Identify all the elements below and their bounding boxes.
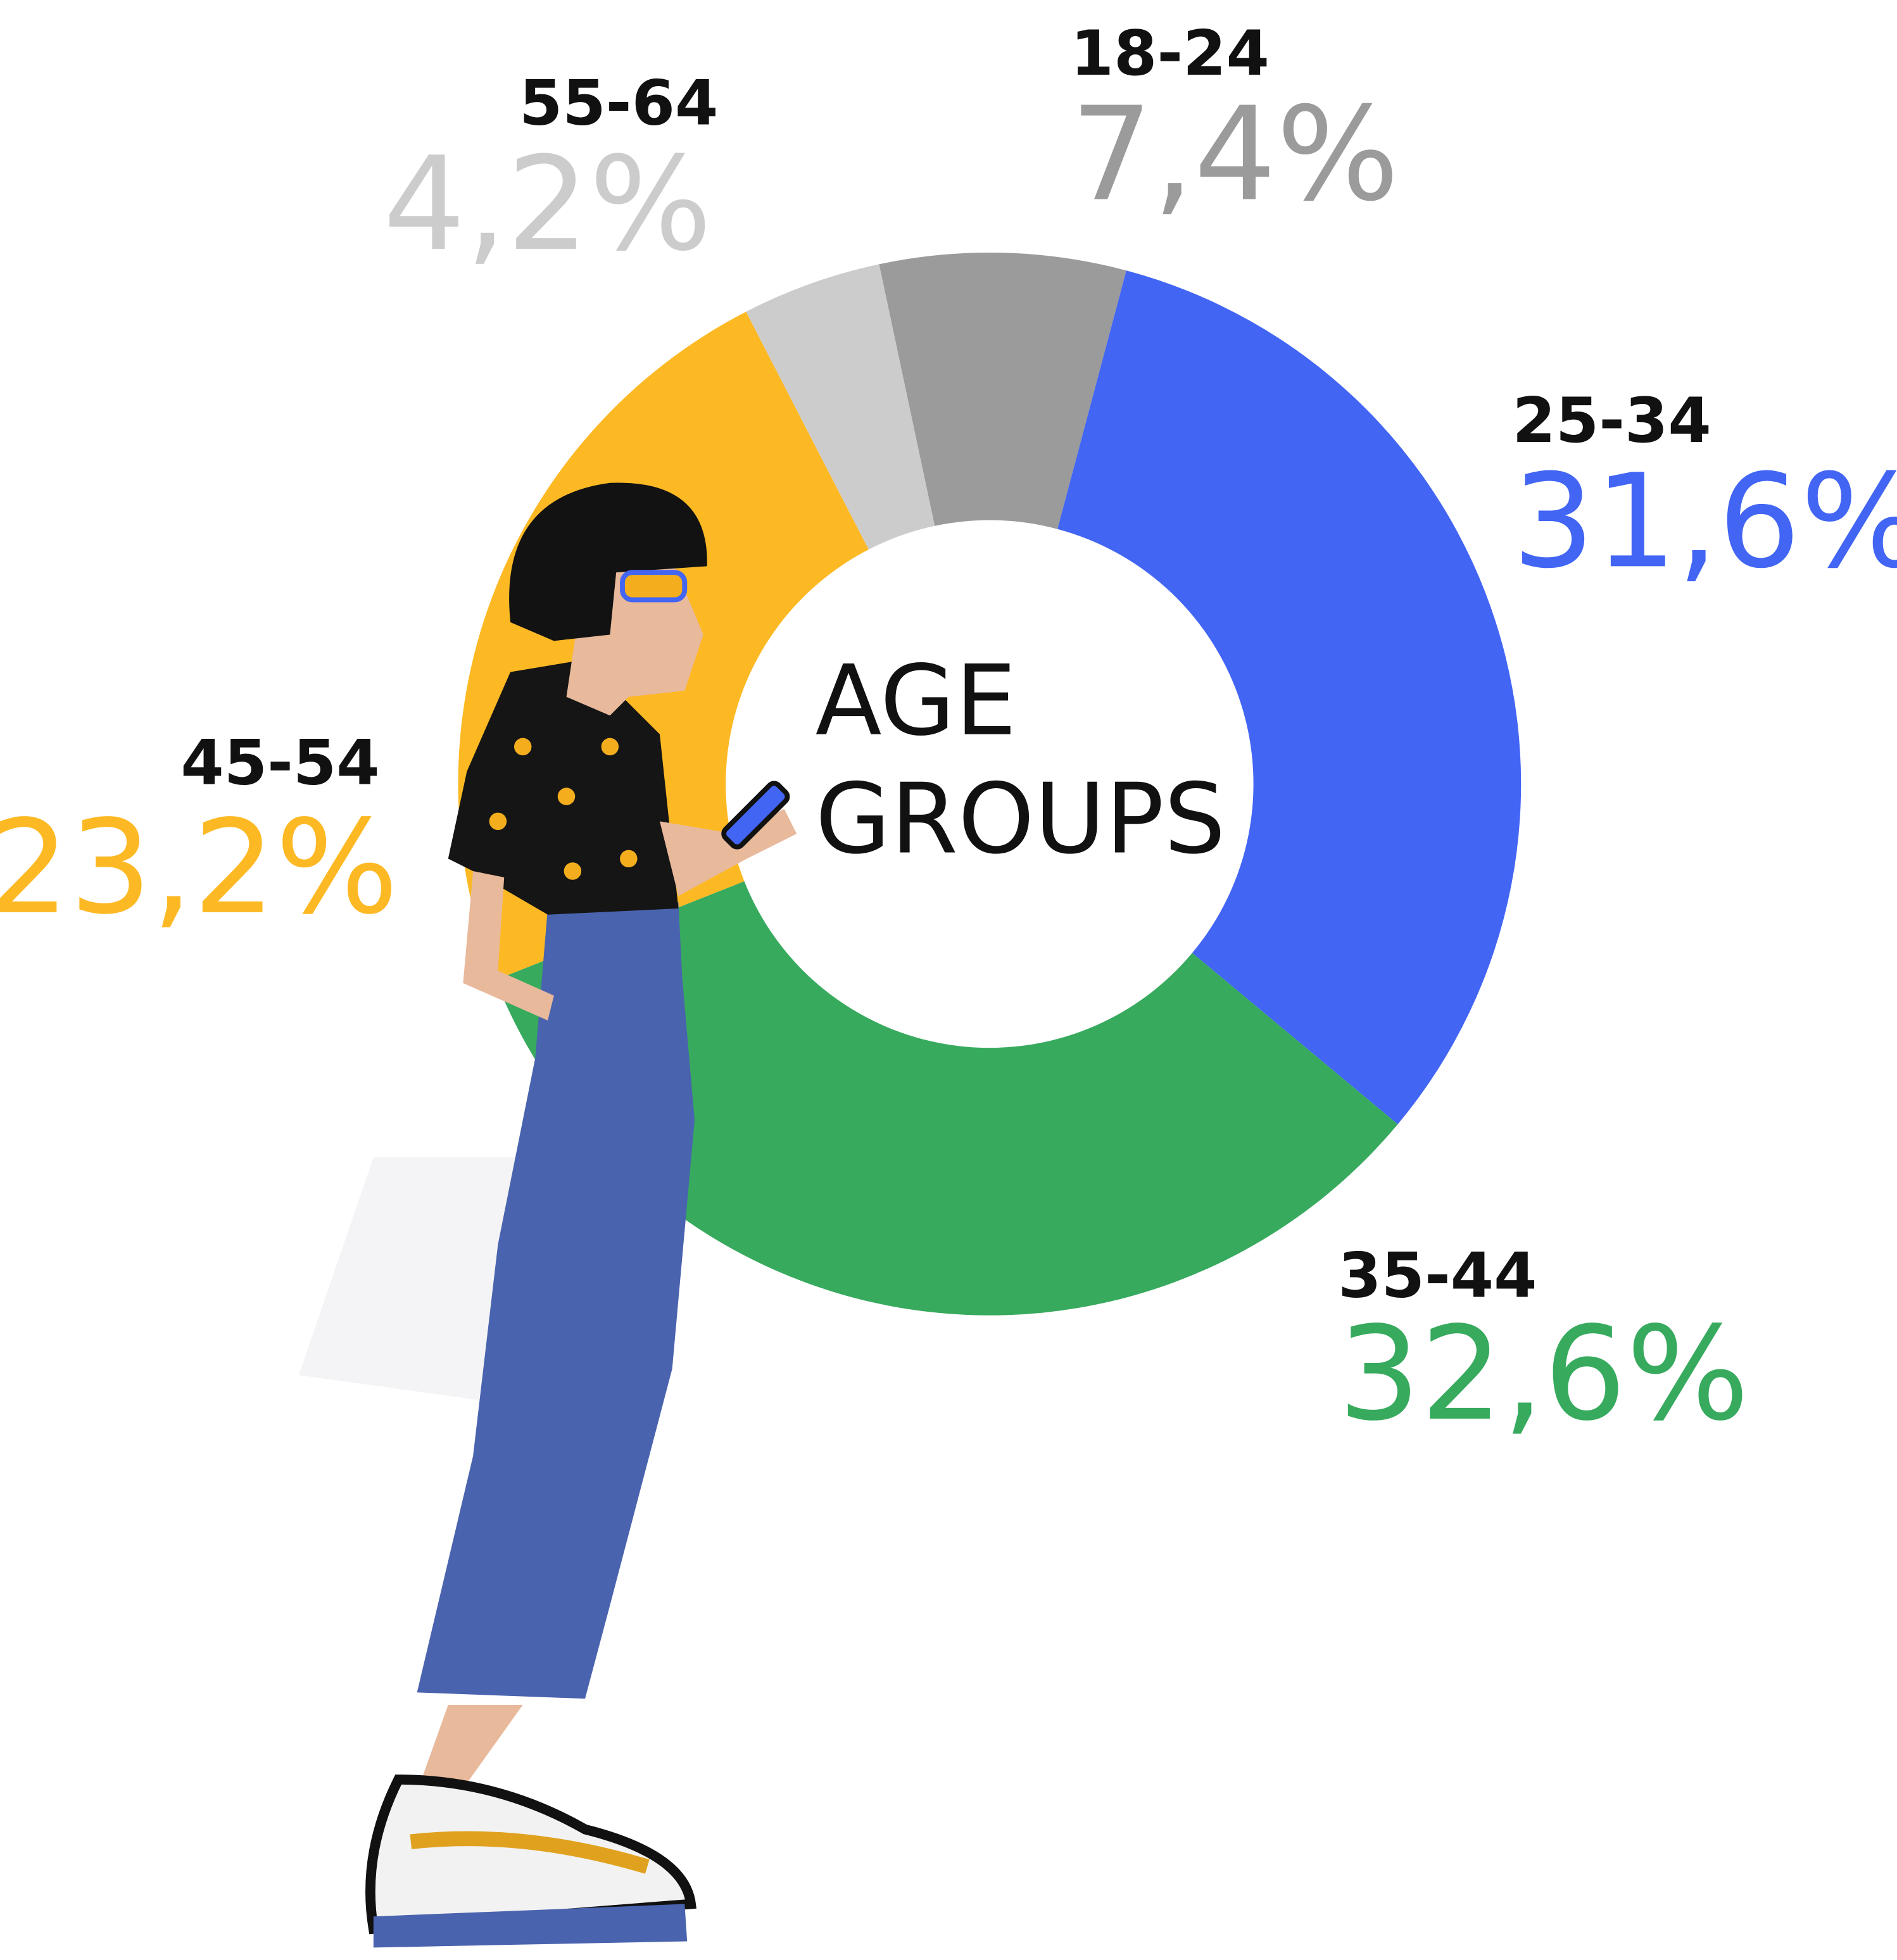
value-label: 31,6% — [1512, 446, 1897, 597]
center-label: AGE — [816, 645, 1017, 758]
center-label: GROUPS — [816, 763, 1226, 876]
value-label: 4,2% — [383, 129, 712, 280]
glasses — [622, 572, 684, 600]
chart: 18-247,4%25-3431,6%35-4432,6%45-5423,2%5… — [0, 0, 1897, 1960]
value-label: 7,4% — [1071, 80, 1399, 230]
page: 18-247,4%25-3431,6%35-4432,6%45-5423,2%5… — [0, 0, 1897, 1960]
dot — [558, 788, 576, 805]
category-label: 45-54 — [180, 727, 379, 799]
donut-slice — [1057, 270, 1521, 1124]
value-label: 23,2% — [0, 793, 398, 943]
dot — [489, 813, 507, 831]
dot — [514, 738, 532, 756]
dot — [620, 850, 638, 868]
dot — [564, 862, 582, 880]
value-label: 32,6% — [1338, 1299, 1749, 1450]
dot — [602, 738, 619, 756]
